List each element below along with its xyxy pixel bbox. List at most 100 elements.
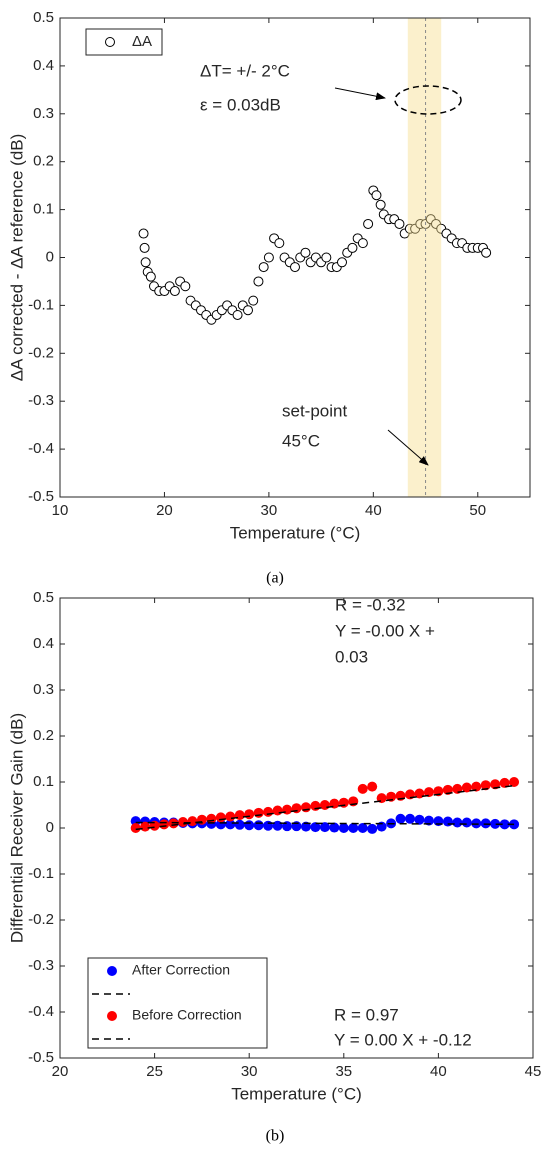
data-point	[471, 781, 482, 792]
data-point	[461, 817, 472, 828]
legend-marker	[105, 37, 115, 47]
data-point	[394, 218, 405, 229]
x-tick-label: 10	[52, 502, 69, 519]
legend-marker	[107, 1011, 117, 1021]
data-point	[258, 262, 269, 273]
annotation: ε = 0.03dB	[200, 95, 281, 114]
x-tick-label: 40	[430, 1063, 447, 1080]
data-point	[139, 242, 150, 253]
data-point	[130, 816, 141, 827]
data-point	[452, 817, 463, 828]
data-point	[442, 816, 453, 827]
y-tick-label: -0.3	[28, 957, 54, 974]
annotation: set-point	[282, 401, 347, 420]
x-tick-label: 40	[365, 502, 382, 519]
data-point	[244, 820, 255, 831]
data-point	[282, 804, 293, 815]
x-tick-label: 20	[52, 1063, 69, 1080]
x-tick-label: 35	[335, 1063, 352, 1080]
legend-box	[87, 957, 268, 1049]
caption: (a)	[266, 570, 284, 587]
y-tick-label: -0.5	[28, 488, 54, 505]
legend-label: ΔA	[132, 33, 152, 50]
data-point	[272, 805, 283, 816]
x-axis-title: Temperature (°C)	[231, 1084, 362, 1103]
data-point	[347, 242, 358, 253]
data-point	[177, 817, 188, 828]
annotation: 0.03	[335, 647, 368, 666]
data-point	[234, 810, 245, 821]
data-point	[371, 190, 382, 201]
data-point	[337, 257, 347, 268]
annotation: 45°C	[282, 431, 320, 450]
data-point	[461, 782, 472, 793]
y-tick-label: -0.3	[28, 392, 54, 409]
data-point	[405, 813, 416, 824]
y-tick-label: -0.2	[28, 344, 54, 361]
data-point	[321, 252, 332, 263]
data-point	[253, 820, 264, 831]
x-tick-label: 50	[469, 502, 486, 519]
legend-box	[85, 28, 163, 56]
y-tick-label: 0.3	[33, 681, 54, 698]
arrow	[334, 87, 386, 101]
data-point	[348, 823, 359, 833]
data-point	[480, 780, 491, 791]
data-point	[138, 228, 149, 239]
data-point	[300, 802, 311, 813]
data-point	[367, 781, 378, 792]
data-point	[357, 823, 368, 833]
data-point	[232, 309, 243, 320]
x-tick-label: 30	[241, 1063, 258, 1080]
data-point	[159, 819, 170, 830]
data-point	[169, 286, 180, 297]
data-point	[187, 816, 198, 827]
data-point	[499, 777, 510, 788]
data-point	[253, 276, 264, 287]
data-point	[248, 295, 259, 306]
plot-area	[60, 18, 530, 497]
data-point	[423, 787, 434, 798]
legend-label: After Correction	[132, 962, 230, 978]
data-point	[215, 819, 226, 830]
data-point	[263, 252, 274, 263]
x-axis-title: Temperature (°C)	[230, 523, 361, 542]
annotation: ΔT= +/- 2°C	[200, 61, 290, 80]
data-point	[234, 819, 245, 830]
data-point	[300, 247, 311, 258]
data-point	[244, 809, 255, 820]
data-point	[263, 820, 274, 831]
y-axis-title: ΔA corrected - ΔA reference (dB)	[7, 134, 26, 382]
data-point	[263, 806, 274, 817]
x-tick-label: 45	[525, 1063, 542, 1080]
data-point	[310, 822, 321, 833]
y-tick-label: 0.5	[33, 9, 54, 26]
data-point	[338, 823, 349, 833]
data-point	[367, 823, 378, 834]
data-point	[310, 800, 321, 811]
data-point	[225, 811, 236, 822]
data-point	[357, 783, 368, 794]
y-tick-label: 0.5	[33, 589, 54, 606]
data-point	[215, 812, 226, 823]
data-point	[499, 819, 510, 830]
data-point	[509, 777, 520, 787]
y-tick-label: 0	[46, 248, 54, 265]
data-point	[145, 271, 156, 282]
y-tick-label: -0.4	[28, 1003, 54, 1020]
data-point	[414, 814, 425, 825]
data-point	[490, 818, 501, 829]
data-point	[140, 257, 151, 268]
data-point	[375, 199, 386, 210]
data-point	[272, 820, 283, 831]
legend-label: Before Correction	[132, 1007, 242, 1023]
y-tick-label: 0.2	[33, 153, 54, 170]
data-point	[433, 786, 444, 797]
fit-line	[135, 784, 515, 831]
y-tick-label: 0.1	[33, 773, 54, 790]
data-point	[300, 821, 311, 832]
y-tick-label: 0.4	[33, 635, 54, 652]
data-point	[386, 791, 397, 802]
